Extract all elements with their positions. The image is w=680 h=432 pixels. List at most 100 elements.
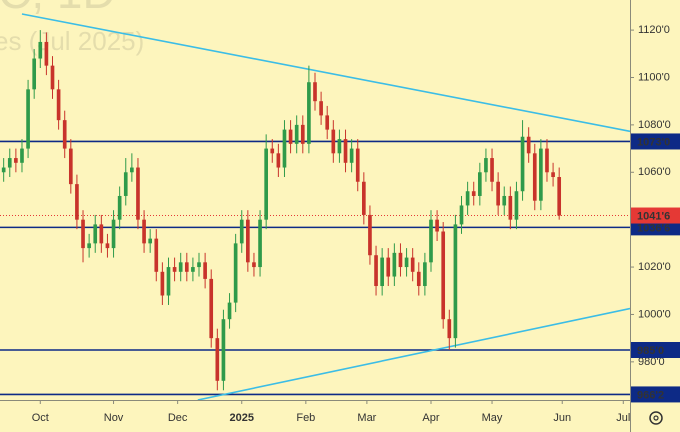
- x-tick-label: Oct: [32, 412, 49, 424]
- x-tick-label: Apr: [422, 412, 439, 424]
- candle-body: [313, 82, 317, 102]
- y-tick-label: 1020'0: [638, 261, 671, 273]
- price-label: 966'2: [637, 389, 664, 401]
- candle-body: [459, 205, 464, 225]
- candle-body: [362, 181, 366, 215]
- y-tick-label: 1060'0: [638, 166, 671, 178]
- candle-body: [471, 191, 476, 196]
- candle-body: [532, 153, 537, 201]
- candle-body: [111, 219, 116, 249]
- watermark-subtitle: es (Jul 2025): [0, 26, 144, 56]
- x-tick-label: Dec: [168, 412, 188, 424]
- candle-body: [184, 262, 189, 272]
- candle-body: [539, 148, 543, 201]
- candle-body: [197, 262, 201, 268]
- candle-body: [453, 224, 458, 339]
- candle-body: [490, 158, 494, 182]
- candle-body: [38, 41, 43, 59]
- candle-body: [398, 252, 403, 268]
- candle-body: [392, 252, 397, 277]
- candle-body: [44, 41, 49, 66]
- candle-body: [423, 262, 427, 287]
- candle-body: [484, 158, 488, 173]
- price-label-box: [631, 386, 680, 403]
- candle-body: [288, 129, 293, 144]
- candle-body: [404, 257, 409, 268]
- candle-body: [142, 219, 146, 244]
- candle-body: [331, 129, 336, 154]
- price-label-box: [631, 207, 680, 224]
- candle-body: [191, 267, 195, 272]
- candle-body: [239, 219, 244, 244]
- trendline: [197, 307, 630, 400]
- x-tick-label: Feb: [296, 412, 315, 424]
- candle-body: [258, 219, 262, 268]
- candle-body: [526, 136, 531, 154]
- candle-body: [380, 257, 384, 287]
- candle-body: [545, 148, 549, 173]
- candle-body: [105, 243, 110, 249]
- candle-body: [166, 267, 171, 296]
- candle-body: [276, 153, 281, 168]
- y-tick-label: 1000'0: [638, 308, 671, 320]
- x-tick-label: 2025: [230, 412, 254, 424]
- y-tick-label: 1100'0: [638, 71, 670, 83]
- candle-body: [68, 148, 73, 185]
- candle-body: [154, 238, 159, 272]
- x-tick-label: Nov: [104, 412, 124, 424]
- candle-body: [93, 224, 98, 244]
- candle-body: [7, 158, 12, 168]
- candle-body: [429, 219, 433, 263]
- candle-body: [172, 267, 177, 272]
- price-label: 985'0: [637, 345, 664, 357]
- candle-body: [178, 262, 183, 272]
- candle-body: [1, 167, 6, 173]
- x-tick-label: Jul: [616, 412, 630, 424]
- candle-body: [514, 191, 519, 220]
- candle-body: [117, 195, 122, 220]
- candle-body: [416, 271, 421, 287]
- candle-body: [130, 167, 134, 173]
- candle-body: [56, 89, 61, 121]
- candle-body: [520, 136, 525, 192]
- candle-body: [87, 243, 91, 249]
- candle-body: [435, 219, 439, 232]
- candle-body: [355, 148, 360, 182]
- gear-core[interactable]: [653, 415, 659, 421]
- candle-body: [300, 124, 305, 144]
- price-label-box: [631, 133, 680, 150]
- price-label: 1041'6: [637, 210, 670, 222]
- x-tick-label: May: [482, 412, 503, 424]
- trendline: [21, 13, 630, 133]
- x-tick-label: Jun: [553, 412, 571, 424]
- watermark-title: ZC, 1D: [0, 0, 116, 18]
- candle-body: [264, 148, 268, 220]
- candle-body: [374, 255, 378, 287]
- candle-body: [81, 219, 85, 249]
- candle-body: [441, 231, 446, 320]
- candle-body: [215, 338, 220, 381]
- candle-body: [557, 177, 562, 216]
- y-tick-label: 980'0: [638, 356, 665, 368]
- candle-body: [337, 139, 342, 154]
- candle-body: [32, 58, 37, 90]
- candle-body: [99, 224, 104, 244]
- gear-icon[interactable]: [649, 411, 663, 425]
- y-tick-label: 1120'0: [638, 24, 670, 36]
- candle-body: [252, 262, 256, 268]
- candle-body: [50, 65, 55, 90]
- price-label: 1036'6: [637, 222, 670, 234]
- candle-body: [136, 167, 140, 220]
- candle-body: [227, 302, 232, 320]
- candle-body: [447, 319, 452, 339]
- candle-body: [160, 271, 165, 296]
- candle-body: [325, 115, 330, 130]
- candle-body: [123, 172, 128, 196]
- candle-body: [477, 172, 482, 196]
- candle-body: [496, 181, 500, 206]
- candle-body: [368, 214, 372, 256]
- candle-body: [349, 148, 354, 163]
- settings-button[interactable]: [649, 411, 663, 425]
